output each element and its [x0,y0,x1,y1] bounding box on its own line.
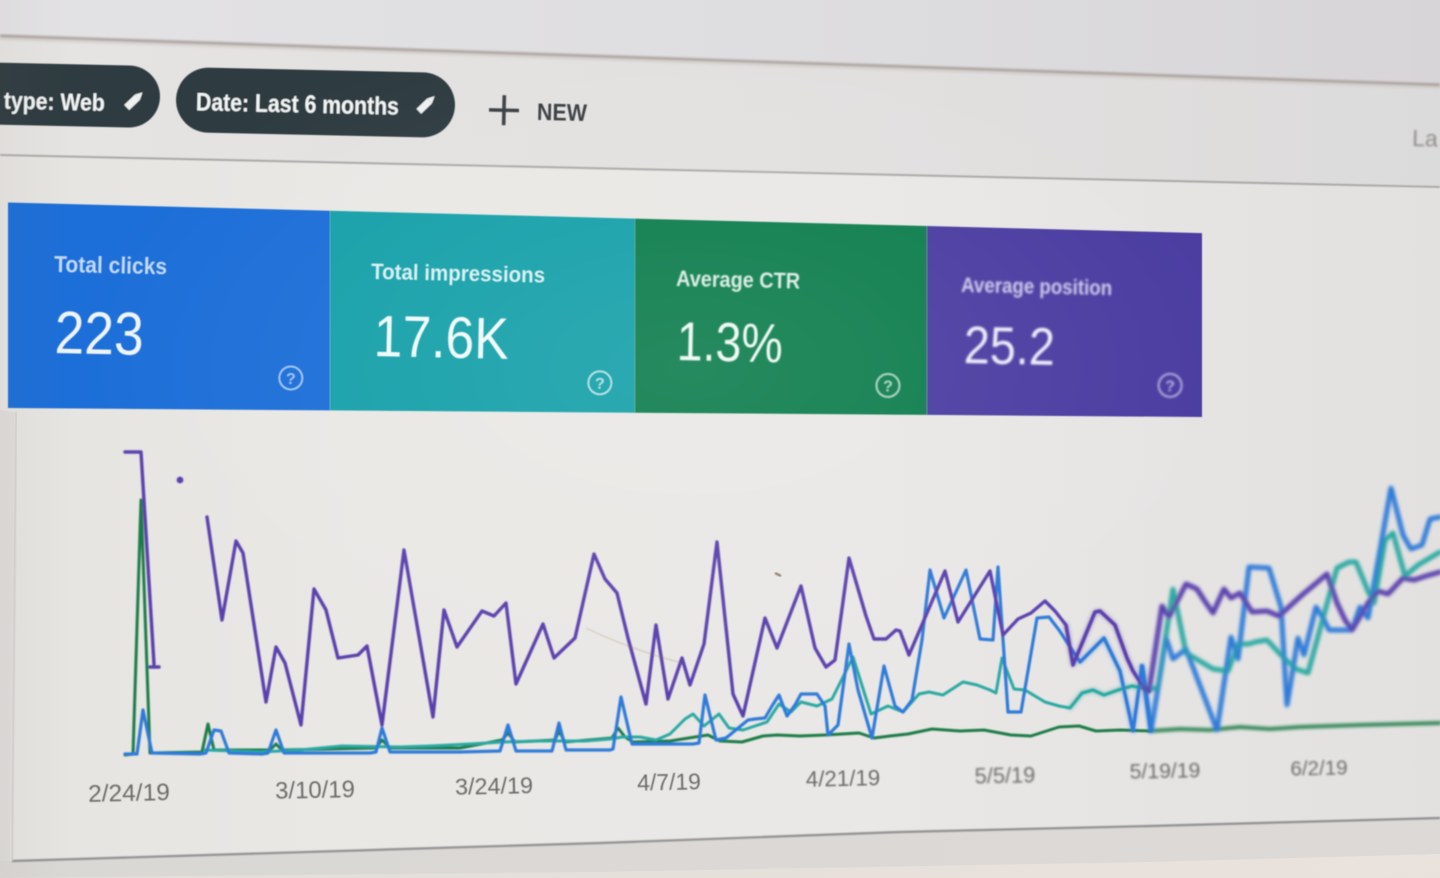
svg-text:17.6K: 17.6K [373,304,510,372]
svg-text:?: ? [883,378,893,395]
svg-text:NEW: NEW [537,99,588,127]
svg-text:Total clicks: Total clicks [54,251,168,279]
svg-text:Total impressions: Total impressions [371,259,545,288]
svg-text:4/7/19: 4/7/19 [637,768,701,795]
svg-text:?: ? [1165,378,1175,395]
svg-text:5/19/19: 5/19/19 [1129,759,1200,784]
svg-text:?: ? [286,371,296,388]
svg-text:6/2/19: 6/2/19 [1290,756,1348,780]
svg-text:4/21/19: 4/21/19 [806,765,881,792]
svg-text:3/24/19: 3/24/19 [455,772,534,800]
svg-text:Average position: Average position [961,274,1112,300]
svg-text:type: Web: type: Web [4,88,106,117]
svg-text:La: La [1412,125,1438,152]
svg-text:?: ? [595,376,605,393]
svg-text:2/24/19: 2/24/19 [88,779,170,808]
svg-text:25.2: 25.2 [963,316,1055,377]
svg-text:Average CTR: Average CTR [676,266,801,294]
svg-text:223: 223 [54,299,144,368]
svg-text:3/10/19: 3/10/19 [275,776,355,805]
svg-text:5/5/19: 5/5/19 [974,762,1035,788]
svg-text:Date: Last 6 months: Date: Last 6 months [196,88,400,120]
svg-text:1.3%: 1.3% [676,310,783,374]
